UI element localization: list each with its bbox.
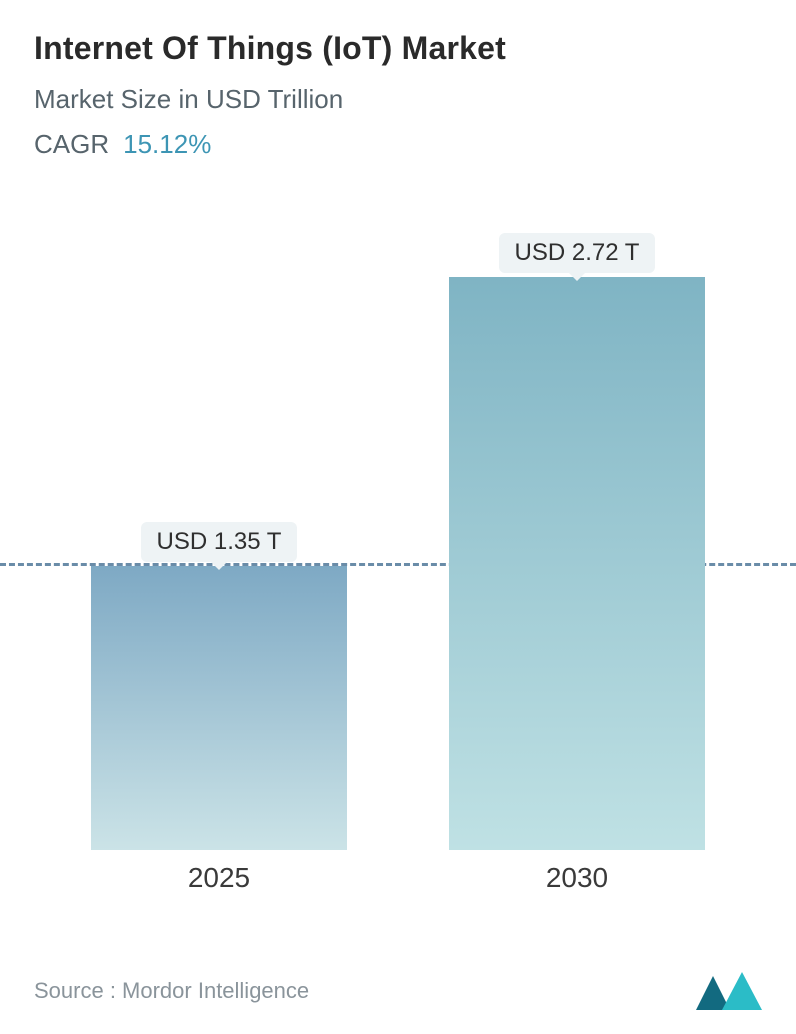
bar-0-value-badge: USD 1.35 T <box>141 522 298 562</box>
bar-1-value-badge: USD 2.72 T <box>499 233 656 273</box>
bars-container: USD 1.35 T USD 2.72 T <box>0 250 796 850</box>
x-axis: 2025 2030 <box>0 850 796 910</box>
logo-right-shape <box>722 972 762 1010</box>
chart-area: USD 1.35 T USD 2.72 T 2025 2030 <box>0 200 796 910</box>
bar-0 <box>91 566 347 850</box>
cagr-row: CAGR 15.12% <box>34 129 762 160</box>
brand-logo-icon <box>696 972 762 1010</box>
chart-title: Internet Of Things (IoT) Market <box>34 28 762 68</box>
bar-slot-0: USD 1.35 T <box>69 250 369 850</box>
x-label-0: 2025 <box>69 862 369 894</box>
cagr-value: 15.12% <box>123 129 211 160</box>
x-label-1: 2030 <box>427 862 727 894</box>
bar-1 <box>449 277 705 850</box>
source-text: Source : Mordor Intelligence <box>34 978 309 1004</box>
chart-header: Internet Of Things (IoT) Market Market S… <box>0 0 796 160</box>
plot-region: USD 1.35 T USD 2.72 T <box>0 250 796 850</box>
chart-subtitle: Market Size in USD Trillion <box>34 84 762 115</box>
footer: Source : Mordor Intelligence <box>0 972 796 1010</box>
cagr-label: CAGR <box>34 129 109 160</box>
bar-slot-1: USD 2.72 T <box>427 250 727 850</box>
